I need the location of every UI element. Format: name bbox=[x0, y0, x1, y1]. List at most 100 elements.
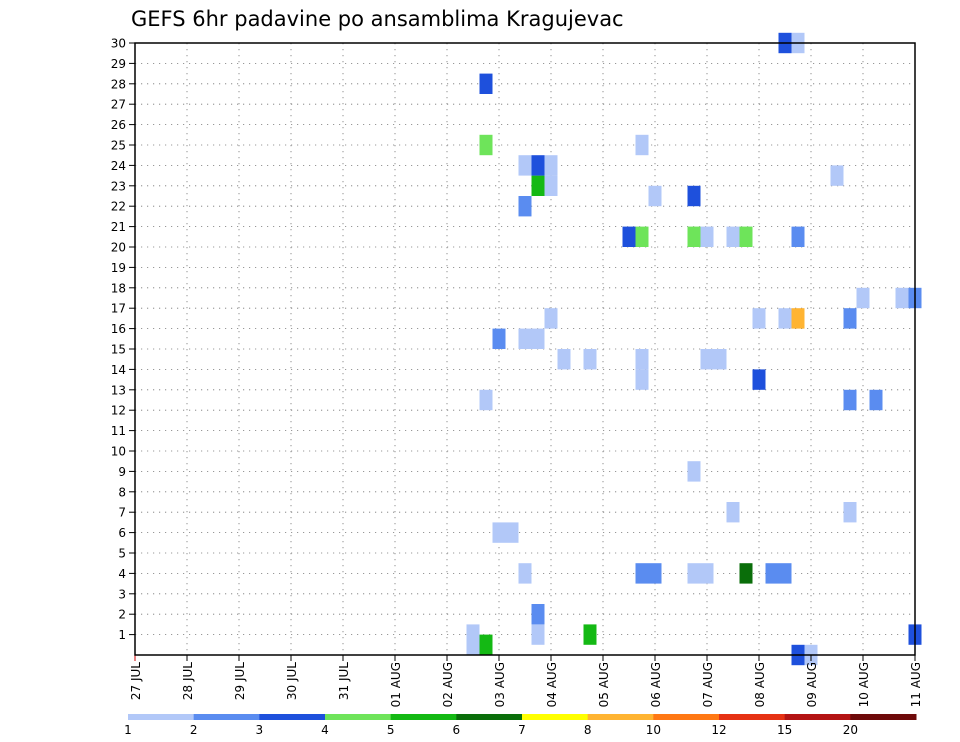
precip-cell bbox=[583, 349, 597, 370]
legend-label: 7 bbox=[518, 723, 526, 737]
y-tick-label: 22 bbox=[111, 200, 126, 214]
precip-cell bbox=[583, 624, 597, 645]
precip-cell bbox=[726, 226, 740, 247]
precip-cell bbox=[687, 563, 701, 584]
precip-cell bbox=[531, 604, 545, 625]
y-tick-label: 29 bbox=[111, 57, 126, 71]
precip-cell bbox=[648, 185, 662, 207]
precip-cell bbox=[557, 349, 571, 370]
precip-cell bbox=[635, 349, 649, 370]
precip-cell bbox=[765, 563, 779, 584]
precip-cell bbox=[700, 226, 714, 247]
precip-cell bbox=[752, 308, 766, 329]
legend-label: 6 bbox=[453, 723, 461, 737]
legend-swatch bbox=[587, 714, 654, 720]
y-tick-label: 3 bbox=[118, 587, 126, 601]
x-tick-label: 03 AUG bbox=[493, 662, 507, 707]
precip-cell bbox=[635, 226, 649, 247]
y-tick-label: 7 bbox=[118, 506, 126, 520]
precip-cell bbox=[687, 226, 701, 247]
precip-cell bbox=[544, 155, 558, 176]
legend-swatch bbox=[653, 714, 720, 720]
precip-cell bbox=[531, 624, 545, 645]
precip-cell bbox=[479, 134, 493, 156]
x-tick-label: 08 AUG bbox=[753, 662, 767, 707]
precip-cell bbox=[700, 349, 714, 370]
x-tick-label: 07 AUG bbox=[701, 662, 715, 707]
x-axis: 27 JUL 28 JUL 29 JUL 30 JUL 31 JUL 01 AUG 02 A… bbox=[129, 655, 923, 707]
x-tick-label: 10 AUG bbox=[857, 662, 871, 707]
y-tick-label: 18 bbox=[111, 281, 126, 295]
precip-cell bbox=[726, 502, 740, 523]
precip-cell bbox=[843, 502, 857, 523]
precip-cell bbox=[518, 196, 532, 217]
precip-cell bbox=[635, 369, 649, 390]
precip-cell bbox=[778, 308, 792, 329]
x-tick-label: 30 JUL bbox=[285, 662, 299, 700]
precip-cell bbox=[518, 328, 532, 349]
y-tick-label: 11 bbox=[111, 424, 126, 438]
legend-swatch bbox=[850, 714, 917, 720]
y-tick-label: 23 bbox=[111, 179, 126, 193]
y-tick-label: 13 bbox=[111, 383, 126, 397]
legend-label: 10 bbox=[646, 723, 661, 737]
precip-cell bbox=[505, 522, 519, 543]
y-tick-label: 25 bbox=[111, 139, 126, 153]
precip-cell bbox=[531, 155, 545, 176]
y-tick-label: 2 bbox=[118, 608, 126, 622]
legend-swatch bbox=[325, 714, 392, 720]
x-tick-label: 11 AUG bbox=[909, 662, 923, 707]
legend-label: 5 bbox=[387, 723, 395, 737]
precip-cell bbox=[531, 328, 545, 349]
precip-cell bbox=[479, 389, 493, 411]
y-tick-label: 28 bbox=[111, 77, 126, 91]
precip-cell bbox=[856, 287, 870, 309]
plot-frame bbox=[134, 42, 916, 656]
precip-cell bbox=[778, 563, 792, 584]
y-tick-label: 12 bbox=[111, 404, 126, 418]
legend-swatch bbox=[522, 714, 589, 720]
y-tick-label: 26 bbox=[111, 118, 126, 132]
legend-swatch bbox=[259, 714, 326, 720]
y-axis: 1234567891011121314151617181920212223242… bbox=[111, 37, 135, 642]
precip-cell bbox=[843, 389, 857, 411]
legend-swatch bbox=[719, 714, 786, 720]
precip-cells bbox=[466, 32, 922, 666]
precip-cell bbox=[739, 563, 753, 584]
x-tick-label: 28 JUL bbox=[181, 662, 195, 700]
y-tick-label: 4 bbox=[118, 567, 126, 581]
legend-swatch bbox=[456, 714, 523, 720]
legend-swatch bbox=[390, 714, 457, 720]
y-tick-label: 15 bbox=[111, 343, 126, 357]
y-tick-label: 17 bbox=[111, 302, 126, 316]
y-tick-label: 24 bbox=[111, 159, 126, 173]
y-tick-label: 6 bbox=[118, 526, 126, 540]
x-tick-label: 09 AUG bbox=[805, 662, 819, 707]
legend-swatch bbox=[128, 714, 195, 720]
x-tick-label: 02 AUG bbox=[441, 662, 455, 707]
precip-cell bbox=[544, 308, 558, 329]
precip-cell bbox=[752, 369, 766, 390]
precip-cell bbox=[492, 522, 506, 543]
precip-cell bbox=[635, 563, 649, 584]
y-tick-label: 27 bbox=[111, 98, 126, 112]
precip-cell bbox=[739, 226, 753, 247]
precip-cell bbox=[687, 461, 701, 482]
legend-label: 2 bbox=[190, 723, 198, 737]
y-tick-label: 8 bbox=[118, 485, 126, 499]
precip-cell bbox=[622, 226, 636, 247]
y-tick-label: 20 bbox=[111, 241, 126, 255]
legend-label: 15 bbox=[777, 723, 792, 737]
legend-label: 12 bbox=[711, 723, 726, 737]
precip-cell bbox=[791, 226, 805, 247]
precip-cell bbox=[635, 134, 649, 156]
precip-cell bbox=[544, 175, 558, 196]
precip-cell bbox=[830, 165, 844, 186]
y-tick-label: 9 bbox=[118, 465, 126, 479]
y-tick-label: 16 bbox=[111, 322, 126, 336]
y-tick-label: 19 bbox=[111, 261, 126, 275]
y-tick-label: 21 bbox=[111, 220, 126, 234]
precip-cell bbox=[687, 185, 701, 207]
y-tick-label: 10 bbox=[111, 445, 126, 459]
